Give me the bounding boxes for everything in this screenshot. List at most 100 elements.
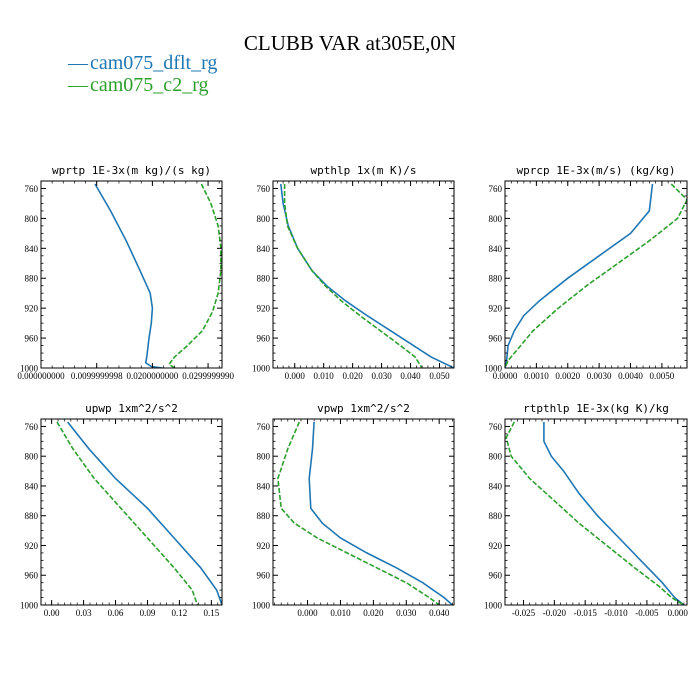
legend-symbol-dflt: —	[67, 52, 89, 74]
plot-frame	[272, 418, 455, 606]
y-tick-label: 920	[257, 304, 271, 314]
y-tick-label: 920	[25, 304, 39, 314]
series-line-c2	[283, 184, 423, 368]
x-tick-label: -0.020	[543, 608, 567, 618]
y-tick-label: 760	[25, 422, 39, 432]
x-tick-label: 0.09	[140, 608, 156, 618]
x-tick-label: 0.0099999998	[71, 371, 123, 381]
x-tick-label: 0.010	[330, 608, 351, 618]
x-tick-label: 0.030	[371, 371, 392, 381]
series-line-c2	[505, 421, 685, 605]
series-line-dflt	[543, 422, 685, 605]
y-tick-label: 920	[25, 541, 39, 551]
x-tick-label: 0.0020	[555, 371, 580, 381]
plot-frame	[40, 180, 223, 369]
x-tick-label: 0.030	[396, 608, 417, 618]
chart-title: wpthlp 1x(m K)/s	[311, 164, 417, 177]
y-tick-label: 960	[25, 334, 39, 344]
y-tick-label: 800	[489, 452, 503, 462]
y-tick-label: 800	[25, 452, 39, 462]
y-tick-label: 960	[489, 334, 503, 344]
y-tick-label: 1000	[484, 364, 503, 374]
y-tick-label: 760	[25, 184, 39, 194]
chart-panel-4: upwp 1xm^2/s^2 760 800 840 880 920 960 1000 0.00…	[20, 402, 223, 618]
plot-frame	[504, 180, 688, 369]
panels: wprtp 1E-3x(m kg)/(s kg) 760 800 840 880 920 9…	[17, 164, 688, 618]
x-tick-label: 0.020	[343, 371, 364, 381]
series-line-c2	[167, 183, 222, 368]
x-tick-label: 0.040	[400, 371, 421, 381]
y-tick-label: 840	[257, 244, 271, 254]
x-tick-label: 0.000	[668, 608, 689, 618]
x-tick-label: 0.12	[172, 608, 188, 618]
y-tick-label: 1000	[252, 364, 271, 374]
x-tick-label: 0.000	[297, 608, 318, 618]
y-tick-label: 800	[489, 214, 503, 224]
x-tick-label: -0.010	[604, 608, 628, 618]
chart-title: rtpthlp 1E-3x(kg K)/kg	[523, 402, 669, 415]
y-tick-label: 760	[257, 422, 271, 432]
x-tick-label: 0.040	[429, 608, 450, 618]
series-line-dflt	[94, 183, 163, 368]
y-tick-label: 920	[489, 541, 503, 551]
plot-frame	[40, 418, 223, 606]
x-tick-label: 0.00	[44, 608, 60, 618]
y-tick-label: 760	[257, 184, 271, 194]
chart-title: wprtp 1E-3x(m kg)/(s kg)	[52, 164, 211, 177]
chart-panel-1: wprtp 1E-3x(m kg)/(s kg) 760 800 840 880 920 9…	[17, 164, 234, 381]
y-tick-label: 840	[25, 481, 39, 491]
chart-panel-6: rtpthlp 1E-3x(kg K)/kg 760 800 840 880 920 960…	[484, 402, 688, 618]
y-tick-label: 960	[25, 571, 39, 581]
y-tick-label: 800	[25, 214, 39, 224]
series-line-dflt	[280, 183, 454, 368]
y-tick-label: 840	[489, 244, 503, 254]
y-tick-label: 1000	[484, 601, 503, 611]
x-tick-label: 0.010	[314, 371, 335, 381]
x-tick-label: -0.005	[635, 608, 659, 618]
y-tick-label: 880	[489, 274, 503, 284]
figure-title: CLUBB VAR at305E,0N	[244, 31, 456, 55]
chart-title: vpwp 1xm^2/s^2	[317, 402, 410, 415]
y-tick-label: 1000	[20, 601, 39, 611]
chart-title: wprcp 1E-3x(m/s) (kg/kg)	[517, 164, 676, 177]
legend-symbol-c2: —	[67, 74, 89, 96]
x-tick-label: -0.015	[574, 608, 598, 618]
series-line-c2	[277, 421, 440, 605]
y-tick-label: 1000	[252, 601, 271, 611]
series-line-c2	[56, 421, 199, 605]
chart-title: upwp 1xm^2/s^2	[85, 402, 178, 415]
y-tick-label: 880	[25, 511, 39, 521]
x-tick-label: 0.0030	[587, 371, 612, 381]
x-tick-label: 0.020	[363, 608, 384, 618]
legend: — cam075_dflt_rg — cam075_c2_rg	[67, 52, 217, 96]
y-tick-label: 840	[25, 244, 39, 254]
plot-frame	[272, 180, 455, 369]
series-line-dflt	[505, 183, 654, 368]
x-tick-label: 0.050	[429, 371, 450, 381]
y-tick-label: 960	[257, 571, 271, 581]
x-tick-label: 0.0200000000	[127, 371, 179, 381]
y-tick-label: 840	[489, 481, 503, 491]
x-tick-label: 0.06	[108, 608, 124, 618]
y-tick-label: 880	[257, 511, 271, 521]
y-tick-label: 1000	[20, 364, 39, 374]
x-tick-label: 0.000	[285, 371, 306, 381]
x-tick-label: 0.0000	[493, 371, 518, 381]
x-tick-label: 0.0050	[650, 371, 675, 381]
y-tick-label: 880	[25, 274, 39, 284]
x-tick-label: 0.0299999990	[182, 371, 234, 381]
x-tick-label: 0.0010	[524, 371, 549, 381]
y-tick-label: 760	[489, 184, 503, 194]
y-tick-label: 760	[489, 422, 503, 432]
y-tick-label: 960	[257, 334, 271, 344]
x-tick-label: 0.000000000	[17, 371, 65, 381]
y-tick-label: 800	[257, 214, 271, 224]
legend-label-dflt: cam075_dflt_rg	[90, 52, 217, 74]
y-tick-label: 800	[257, 452, 271, 462]
y-tick-label: 920	[489, 304, 503, 314]
y-tick-label: 880	[489, 511, 503, 521]
y-tick-label: 880	[257, 274, 271, 284]
series-line-dflt	[308, 421, 453, 605]
chart-panel-5: vpwp 1xm^2/s^2 760 800 840 880 920 960 1000 0.00…	[252, 402, 455, 618]
